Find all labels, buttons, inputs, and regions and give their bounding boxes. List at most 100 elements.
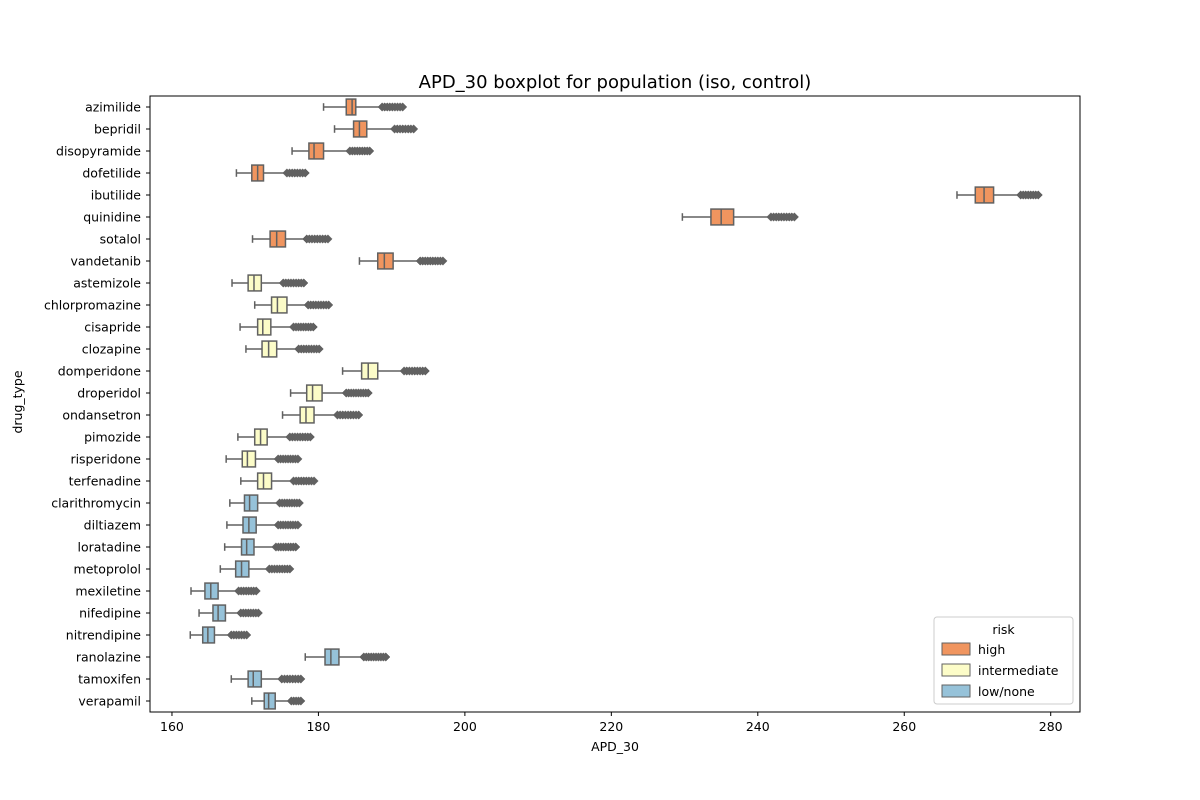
legend: risk high intermediate low/none bbox=[933, 616, 1074, 705]
outlier-point bbox=[251, 586, 261, 596]
x-tick-label: 220 bbox=[599, 719, 623, 734]
outlier-point bbox=[324, 300, 334, 310]
box-diltiazem bbox=[226, 516, 303, 534]
outlier-point bbox=[409, 124, 419, 134]
legend-frame bbox=[933, 616, 1074, 705]
box-ibutilide bbox=[956, 186, 1043, 204]
outlier-point bbox=[420, 366, 430, 376]
x-tick-label: 180 bbox=[306, 719, 330, 734]
box-quinidine bbox=[681, 208, 799, 226]
x-tick-label: 200 bbox=[453, 719, 477, 734]
box-disopyramide bbox=[291, 142, 375, 160]
outliers bbox=[226, 630, 252, 640]
box-vandetanib bbox=[358, 252, 448, 270]
box-bepridil bbox=[333, 120, 419, 138]
y-tick-label: droperidol bbox=[77, 386, 141, 401]
outliers bbox=[766, 212, 799, 222]
outlier-point bbox=[381, 652, 391, 662]
box-astemizole bbox=[231, 274, 309, 292]
box-iqr bbox=[710, 208, 735, 226]
legend-swatch bbox=[941, 663, 971, 677]
y-tick-label: loratadine bbox=[77, 540, 141, 555]
y-tick-label: ondansetron bbox=[62, 408, 141, 423]
y-axis-label: drug_type bbox=[10, 370, 25, 433]
chart-title: APD_30 boxplot for population (iso, cont… bbox=[419, 72, 812, 93]
y-tick-label: bepridil bbox=[94, 122, 141, 137]
outlier-point bbox=[291, 542, 301, 552]
legend-label: intermediate bbox=[978, 663, 1059, 678]
y-tick-label: ranolazine bbox=[76, 650, 141, 665]
outliers bbox=[415, 256, 448, 266]
plot-area bbox=[149, 95, 1081, 713]
x-axis-label: APD_30 bbox=[591, 739, 639, 754]
box-iqr bbox=[243, 494, 259, 512]
outlier-point bbox=[398, 102, 408, 112]
box-iqr bbox=[247, 670, 263, 688]
outliers bbox=[273, 520, 303, 530]
outliers bbox=[273, 454, 303, 464]
outliers bbox=[303, 300, 334, 310]
outliers bbox=[286, 696, 306, 706]
box-iqr bbox=[345, 98, 357, 116]
box-terfenadine bbox=[240, 472, 319, 490]
box-iqr bbox=[376, 252, 394, 270]
outliers bbox=[399, 366, 430, 376]
outliers bbox=[288, 322, 318, 332]
box-ondansetron bbox=[281, 406, 364, 424]
box-sotalol bbox=[251, 230, 333, 248]
box-mexiletine bbox=[190, 582, 261, 600]
box-domperidone bbox=[341, 362, 430, 380]
box-iqr bbox=[305, 384, 323, 402]
outliers bbox=[359, 652, 391, 662]
plot-frame bbox=[149, 95, 1081, 713]
y-tick-label: cisapride bbox=[84, 320, 141, 335]
outlier-point bbox=[789, 212, 799, 222]
box-iqr bbox=[324, 648, 340, 666]
y-tick-label: nifedipine bbox=[79, 606, 141, 621]
box-dofetilide bbox=[235, 164, 310, 182]
x-axis: 160 180 200 220 240 260 280 bbox=[160, 712, 1063, 734]
outliers bbox=[271, 542, 301, 552]
y-tick-label: vandetanib bbox=[71, 254, 142, 269]
box-iqr bbox=[299, 406, 315, 424]
box-clozapine bbox=[245, 340, 324, 358]
box-chlorpromazine bbox=[253, 296, 334, 314]
outliers bbox=[345, 146, 375, 156]
outlier-point bbox=[299, 278, 309, 288]
legend-entry-low: low/none bbox=[941, 684, 1035, 699]
y-tick-label: nitrendipine bbox=[66, 628, 142, 643]
y-tick-label: pimozide bbox=[84, 430, 141, 445]
y-tick-label: sotalol bbox=[100, 232, 141, 247]
box-droperidol bbox=[289, 384, 373, 402]
box-azimilide bbox=[322, 98, 408, 116]
box-iqr bbox=[269, 230, 287, 248]
box-iqr bbox=[270, 296, 288, 314]
box-iqr bbox=[212, 604, 227, 622]
legend-entry-high: high bbox=[941, 642, 1005, 657]
outlier-point bbox=[354, 410, 364, 420]
legend-label: low/none bbox=[978, 684, 1035, 699]
y-tick-label: tamoxifen bbox=[78, 672, 141, 687]
box-iqr bbox=[308, 142, 325, 160]
outliers bbox=[390, 124, 419, 134]
outlier-point bbox=[1033, 190, 1043, 200]
outlier-point bbox=[323, 234, 333, 244]
outlier-point bbox=[308, 322, 318, 332]
outlier-point bbox=[363, 388, 373, 398]
y-tick-label: astemizole bbox=[73, 276, 141, 291]
box-clarithromycin bbox=[229, 494, 304, 512]
y-tick-label: clarithromycin bbox=[51, 496, 141, 511]
y-tick-label: metoprolol bbox=[74, 562, 141, 577]
x-tick-label: 240 bbox=[746, 719, 770, 734]
x-tick-label: 260 bbox=[892, 719, 916, 734]
y-tick-label: disopyramide bbox=[56, 144, 141, 159]
outliers bbox=[332, 410, 364, 420]
box-iqr bbox=[240, 538, 255, 556]
outliers bbox=[1016, 190, 1043, 200]
y-tick-label: diltiazem bbox=[84, 518, 141, 533]
outlier-point bbox=[242, 630, 252, 640]
outliers bbox=[302, 234, 333, 244]
y-tick-label: mexiletine bbox=[75, 584, 141, 599]
box-iqr bbox=[241, 450, 257, 468]
y-tick-label: clozapine bbox=[82, 342, 142, 357]
